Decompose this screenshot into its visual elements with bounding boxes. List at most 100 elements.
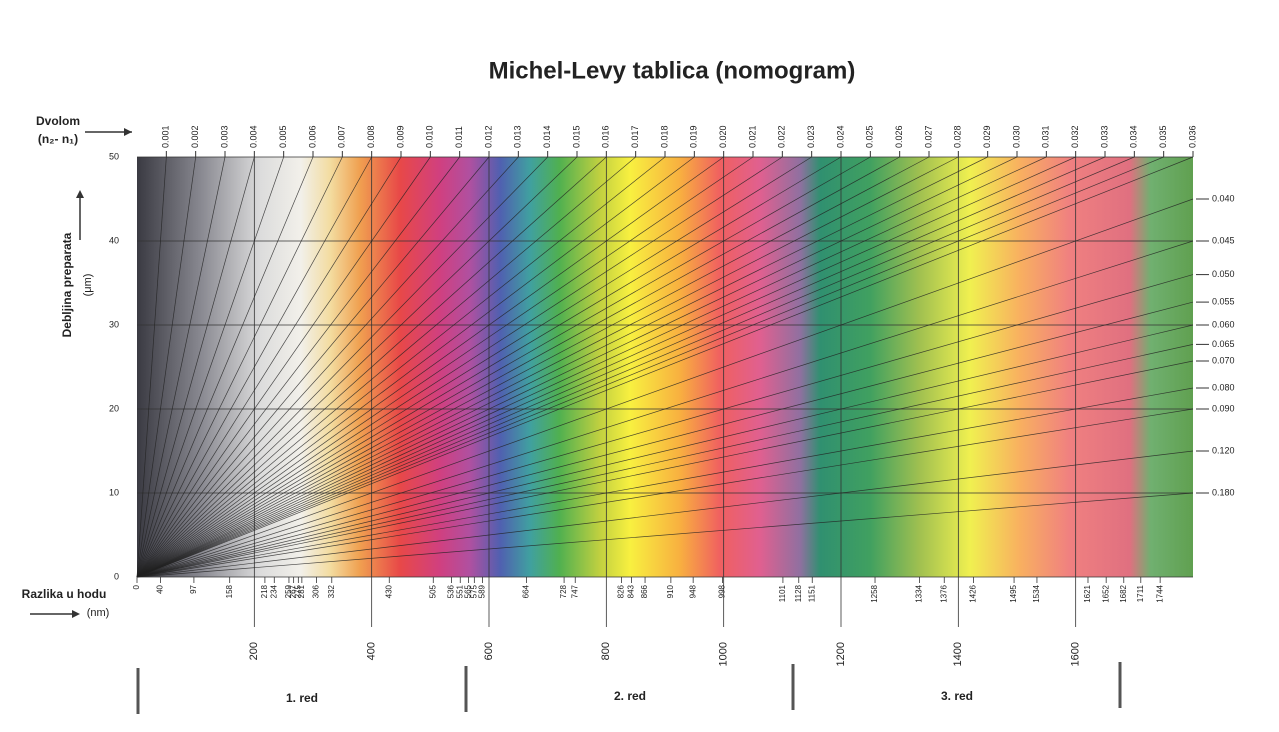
y-unit: (μm) xyxy=(82,274,94,297)
order-label: 2. red xyxy=(614,689,646,703)
arrow-head xyxy=(76,190,84,198)
top-tick-label: 0.022 xyxy=(777,125,787,148)
retardation-label: 1682 xyxy=(1119,584,1128,602)
y-tick-label: 20 xyxy=(109,403,119,413)
top-tick-label: 0.023 xyxy=(806,125,816,148)
y-tick-label: 40 xyxy=(109,235,119,245)
top-tick-label: 0.035 xyxy=(1158,125,1168,148)
retardation-label: 158 xyxy=(225,584,234,598)
top-tick-label: 0.021 xyxy=(747,125,757,148)
top-tick-label: 0.017 xyxy=(630,125,640,148)
top-tick-label: 0.003 xyxy=(219,125,229,148)
top-tick-label: 0.029 xyxy=(982,125,992,148)
birefringence-line xyxy=(136,156,519,578)
birefringence-line xyxy=(136,156,490,578)
top-label: Dvolom xyxy=(36,114,80,128)
retardation-label: 1258 xyxy=(870,584,879,602)
top-tick-label: 0.031 xyxy=(1041,125,1051,148)
right-tick-label: 0.045 xyxy=(1212,235,1235,245)
retardation-label: 267 xyxy=(289,584,298,598)
right-tick-label: 0.065 xyxy=(1212,339,1235,349)
birefringence-line xyxy=(136,492,1194,578)
birefringence-line xyxy=(136,301,1194,578)
birefringence-line xyxy=(136,240,1194,578)
retardation-label: 536 xyxy=(447,584,456,598)
arrow-head xyxy=(72,610,80,618)
y-tick-label: 10 xyxy=(109,487,119,497)
top-tick-label: 0.011 xyxy=(454,126,464,148)
y-tick-label: 30 xyxy=(109,319,119,329)
top-tick-label: 0.014 xyxy=(542,125,552,148)
top-tick-label: 0.028 xyxy=(953,125,963,148)
order-label: 3. red xyxy=(941,689,973,703)
birefringence-line xyxy=(136,360,1194,578)
birefringence-line xyxy=(136,156,372,578)
retardation-label: 1534 xyxy=(1032,584,1041,602)
chart-title: Michel-Levy tablica (nomogram) xyxy=(489,57,856,84)
retardation-label: 281 xyxy=(297,584,306,598)
retardation-label: 306 xyxy=(312,584,321,598)
x-tick-label: 600 xyxy=(483,642,495,660)
top-tick-label: 0.010 xyxy=(425,125,435,148)
retardation-label: 998 xyxy=(718,584,727,598)
birefringence-line xyxy=(136,156,666,578)
top-unit: (n₂- n₁) xyxy=(38,132,78,146)
birefringence-line xyxy=(136,324,1194,578)
retardation-label: 826 xyxy=(617,584,626,598)
right-tick-label: 0.070 xyxy=(1212,355,1235,365)
top-tick-label: 0.002 xyxy=(190,125,200,148)
retardation-label: 664 xyxy=(522,584,531,598)
birefringence-line xyxy=(136,156,1018,578)
x-tick-label: 1200 xyxy=(835,642,847,666)
birefringence-line xyxy=(136,408,1194,578)
top-tick-label: 0.027 xyxy=(923,125,933,148)
retardation-label: 728 xyxy=(559,584,568,598)
birefringence-line xyxy=(136,156,343,578)
birefringence-line xyxy=(136,156,284,578)
right-tick-label: 0.050 xyxy=(1212,269,1235,279)
retardation-label: 1151 xyxy=(807,584,816,602)
birefringence-line xyxy=(136,156,754,578)
right-tick-label: 0.090 xyxy=(1212,403,1235,413)
y-tick-label: 50 xyxy=(109,151,119,161)
birefringence-line xyxy=(136,156,871,578)
birefringence-line xyxy=(136,156,314,578)
retardation-label: 40 xyxy=(156,584,165,593)
retardation-label: 332 xyxy=(327,584,336,598)
top-tick-label: 0.026 xyxy=(894,125,904,148)
retardation-label: 1426 xyxy=(969,584,978,602)
birefringence-line xyxy=(136,156,1135,578)
retardation-label: 866 xyxy=(640,584,649,598)
retardation-label: 505 xyxy=(428,584,437,598)
x-tick-label: 1600 xyxy=(1070,642,1082,666)
top-tick-label: 0.030 xyxy=(1011,125,1021,148)
birefringence-line xyxy=(136,156,197,578)
birefringence-line xyxy=(136,156,1076,578)
birefringence-line xyxy=(136,156,1164,578)
retardation-label: 1376 xyxy=(939,584,948,602)
birefringence-line xyxy=(136,156,578,578)
right-tick-label: 0.080 xyxy=(1212,382,1235,392)
birefringence-line xyxy=(136,156,842,578)
top-tick-label: 0.020 xyxy=(718,125,728,148)
retardation-label: 1334 xyxy=(915,584,924,602)
birefringence-line xyxy=(136,156,431,578)
right-tick-label: 0.180 xyxy=(1212,487,1235,497)
top-tick-label: 0.025 xyxy=(865,125,875,148)
top-tick-label: 0.006 xyxy=(307,125,317,148)
top-tick-label: 0.008 xyxy=(366,125,376,148)
birefringence-line xyxy=(136,156,167,578)
top-tick-label: 0.016 xyxy=(601,125,611,148)
top-tick-label: 0.013 xyxy=(513,125,523,148)
top-tick-label: 0.009 xyxy=(395,125,405,148)
birefringence-line xyxy=(136,387,1194,578)
x-tick-label: 200 xyxy=(248,642,260,660)
birefringence-line xyxy=(136,156,812,578)
x-tick-label: 400 xyxy=(366,642,378,660)
top-tick-label: 0.033 xyxy=(1099,125,1109,148)
retardation-label: 218 xyxy=(260,584,269,598)
birefringence-line xyxy=(136,156,226,578)
retardation-label: 430 xyxy=(384,584,393,598)
retardation-label: 0 xyxy=(132,584,141,589)
retardation-label: 1128 xyxy=(794,584,803,602)
